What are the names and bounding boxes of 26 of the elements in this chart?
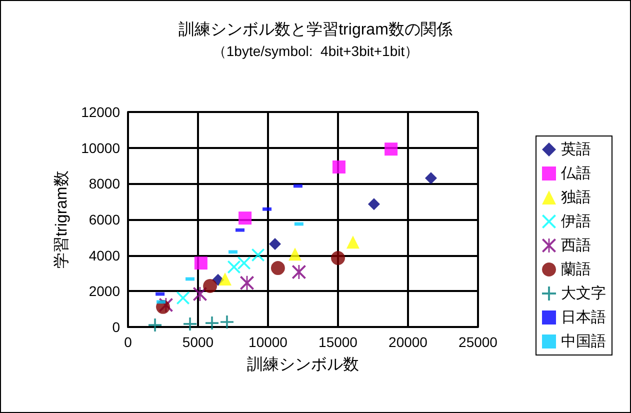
legend-label: 日本語 bbox=[561, 309, 606, 326]
y-tick-label: 6000 bbox=[88, 212, 120, 228]
chart-title: 訓練シンボル数と学習trigram数の関係 bbox=[178, 20, 452, 38]
x-tick-label: 10000 bbox=[248, 334, 288, 350]
y-tick-label: 2000 bbox=[88, 283, 120, 300]
chart-subtitle: （1byte/symbol: 4bit+3bit+1bit） bbox=[212, 43, 419, 59]
y-tick-label: 4000 bbox=[88, 247, 120, 264]
legend-label: 中国語 bbox=[561, 333, 606, 350]
x-tick-label: 25000 bbox=[458, 334, 498, 350]
y-axis-title: 学習trigram数 bbox=[52, 170, 71, 268]
x-tick-label: 0 bbox=[124, 334, 132, 350]
x-tick-label: 5000 bbox=[182, 334, 214, 350]
y-tick-label: 10000 bbox=[81, 140, 120, 156]
legend-label: 蘭語 bbox=[561, 261, 591, 278]
x-tick-label: 20000 bbox=[388, 334, 428, 350]
legend-label: 大文字 bbox=[561, 285, 606, 302]
legend-label: 伊語 bbox=[561, 213, 591, 230]
y-tick-label: 12000 bbox=[81, 104, 120, 120]
legend-label: 独語 bbox=[561, 189, 591, 206]
legend-label: 仏語 bbox=[560, 165, 591, 182]
legend-label: 英語 bbox=[561, 141, 591, 158]
x-tick-label: 15000 bbox=[318, 334, 358, 350]
legend-label: 西語 bbox=[561, 237, 591, 254]
y-tick-label: 8000 bbox=[88, 176, 120, 192]
x-axis-title: 訓練シンボル数 bbox=[247, 356, 359, 374]
y-tick-label: 0 bbox=[112, 319, 120, 335]
